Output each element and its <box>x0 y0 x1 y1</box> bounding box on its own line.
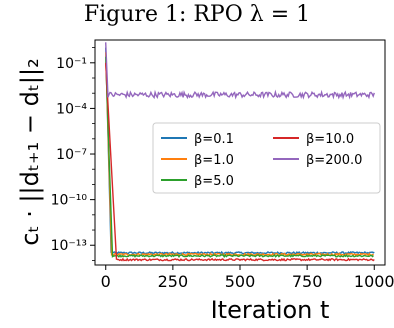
x-tick-label: 0 <box>101 272 111 291</box>
legend-label: β=10.0 <box>306 132 354 147</box>
x-tick-label: 1000 <box>354 272 394 291</box>
y-axis-label: cₜ · ||dₜ₊₁ − dₜ||₂ <box>16 58 44 245</box>
legend-label: β=5.0 <box>194 174 234 189</box>
series-layer <box>105 42 375 262</box>
y-tick-label: 10⁻⁷ <box>56 147 87 163</box>
series-line-4 <box>105 62 375 262</box>
legend: β=0.1 β=1.0 β=5.0 β=10.0 β=200.0 <box>152 122 381 194</box>
y-tick-label: 10⁻¹⁰ <box>51 193 88 209</box>
series-line-5 <box>105 42 375 101</box>
x-tick-label: 250 <box>158 272 189 291</box>
y-tick-label: 10⁻¹ <box>56 56 87 72</box>
series-line-1 <box>105 47 375 255</box>
y-tick-label: 10⁻¹³ <box>51 238 87 254</box>
legend-box <box>152 122 381 194</box>
series-line-3 <box>105 56 374 259</box>
x-axis-label: Iteration t <box>211 296 330 324</box>
legend-label: β=200.0 <box>306 153 362 168</box>
y-tick-label: 10⁻⁴ <box>56 101 87 117</box>
legend-label: β=1.0 <box>194 153 234 168</box>
tick-layer: 0 250 500 750 1000 10⁻¹ 10⁻⁴ 10⁻⁷ 10⁻¹⁰ 10⁻¹³ <box>51 47 394 291</box>
x-tick-label: 500 <box>225 272 256 291</box>
x-tick-label: 750 <box>292 272 323 291</box>
legend-label: β=0.1 <box>194 132 234 147</box>
figure-title: Figure 1: RPO λ = 1 <box>83 2 311 27</box>
